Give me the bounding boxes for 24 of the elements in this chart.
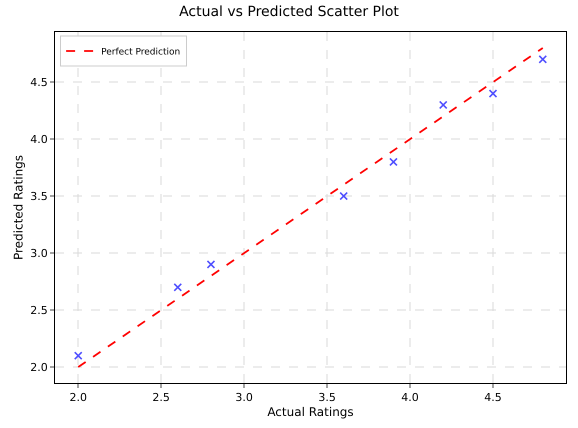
x-tick-label: 2.0 xyxy=(69,391,87,404)
y-tick-label: 2.5 xyxy=(30,304,48,317)
point xyxy=(206,260,216,269)
point xyxy=(538,55,548,64)
y-tick-label: 3.0 xyxy=(30,246,48,260)
x-tick-label: 4.0 xyxy=(401,391,419,404)
x-tick-label: 2.5 xyxy=(152,391,170,404)
y-axis-title: Predicted Ratings xyxy=(12,154,26,260)
point xyxy=(389,158,398,166)
legend-label: Perfect Prediction xyxy=(101,48,180,58)
chart-title: Actual vs Predicted Scatter Plot xyxy=(179,4,400,20)
x-axis-title: Actual Ratings xyxy=(267,405,354,420)
x-tick-label: 3.0 xyxy=(235,391,253,404)
y-tick-label: 4.5 xyxy=(30,76,48,89)
point xyxy=(173,282,182,292)
point xyxy=(339,192,348,200)
point xyxy=(74,351,83,360)
y-tick-label: 3.5 xyxy=(30,190,48,203)
point xyxy=(438,100,448,110)
y-tick-label: 2.0 xyxy=(30,360,48,374)
y-tick-label: 4.0 xyxy=(30,132,48,146)
point xyxy=(488,89,498,98)
x-tick-label: 4.5 xyxy=(484,391,502,404)
x-tick-label: 3.5 xyxy=(318,391,336,404)
